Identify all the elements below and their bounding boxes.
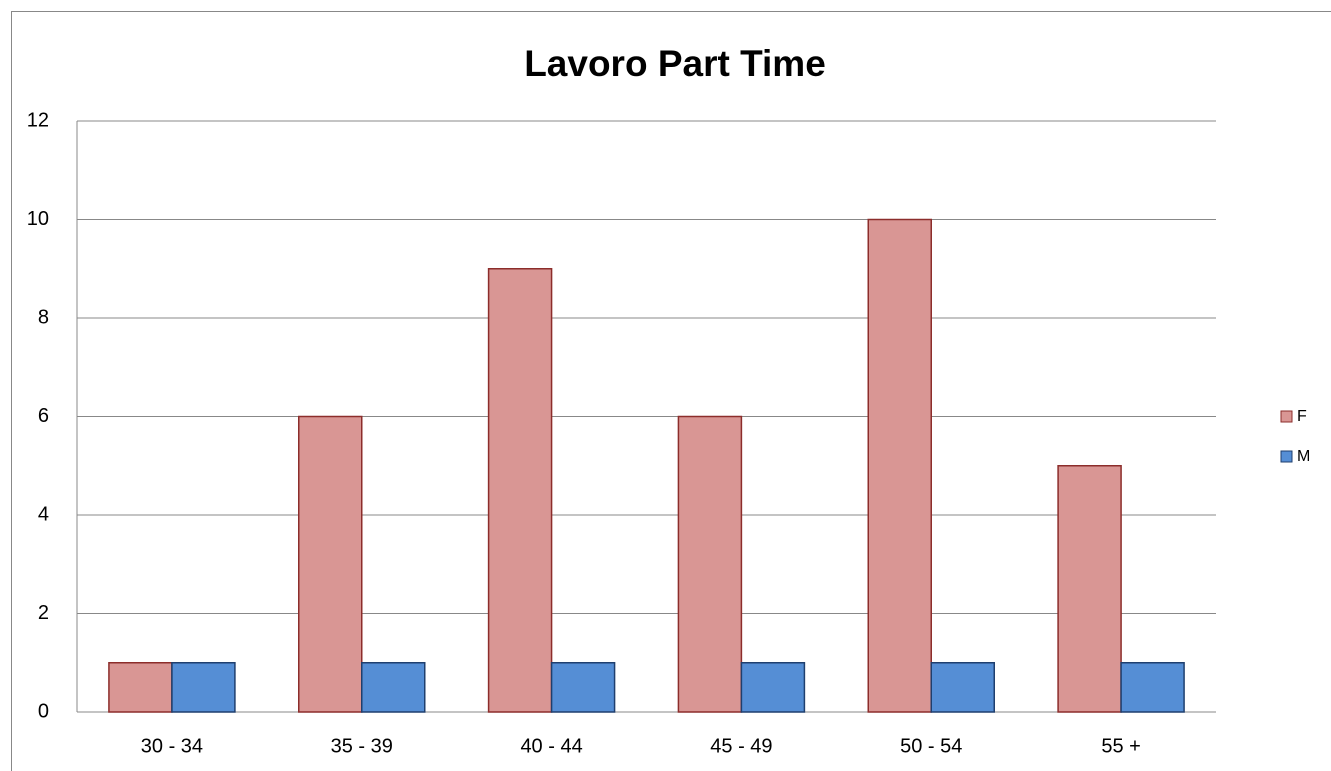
bar	[1057, 465, 1122, 713]
bar	[677, 415, 743, 713]
x-tick-label: 35 - 39	[331, 735, 393, 757]
bar	[487, 268, 553, 713]
bar	[550, 662, 616, 713]
chart-title: Lavoro Part Time	[524, 43, 826, 84]
bar	[361, 662, 426, 713]
legend-swatch	[1280, 410, 1293, 423]
y-tick-label: 10	[27, 208, 49, 230]
legend-swatch	[1280, 450, 1293, 463]
legend-label: M	[1297, 448, 1310, 465]
y-tick-label: 6	[38, 405, 49, 427]
bar	[108, 662, 173, 713]
legend-label: F	[1297, 408, 1307, 425]
x-tick-label: 30 - 34	[141, 735, 203, 757]
bar	[1120, 662, 1185, 713]
x-tick-label: 50 - 54	[900, 735, 962, 757]
y-tick-label: 0	[38, 700, 49, 722]
chart-frame	[11, 11, 1331, 771]
bar	[298, 415, 363, 713]
y-tick-label: 2	[38, 602, 49, 624]
y-tick-label: 4	[38, 503, 49, 525]
bar	[930, 662, 995, 713]
bar	[740, 662, 806, 713]
bar	[171, 662, 236, 713]
y-tick-label: 8	[38, 306, 49, 328]
bar	[867, 218, 932, 713]
x-tick-label: 40 - 44	[520, 735, 582, 757]
y-tick-label: 12	[27, 109, 49, 131]
x-tick-label: 55 +	[1101, 735, 1140, 757]
x-tick-label: 45 - 49	[710, 735, 772, 757]
